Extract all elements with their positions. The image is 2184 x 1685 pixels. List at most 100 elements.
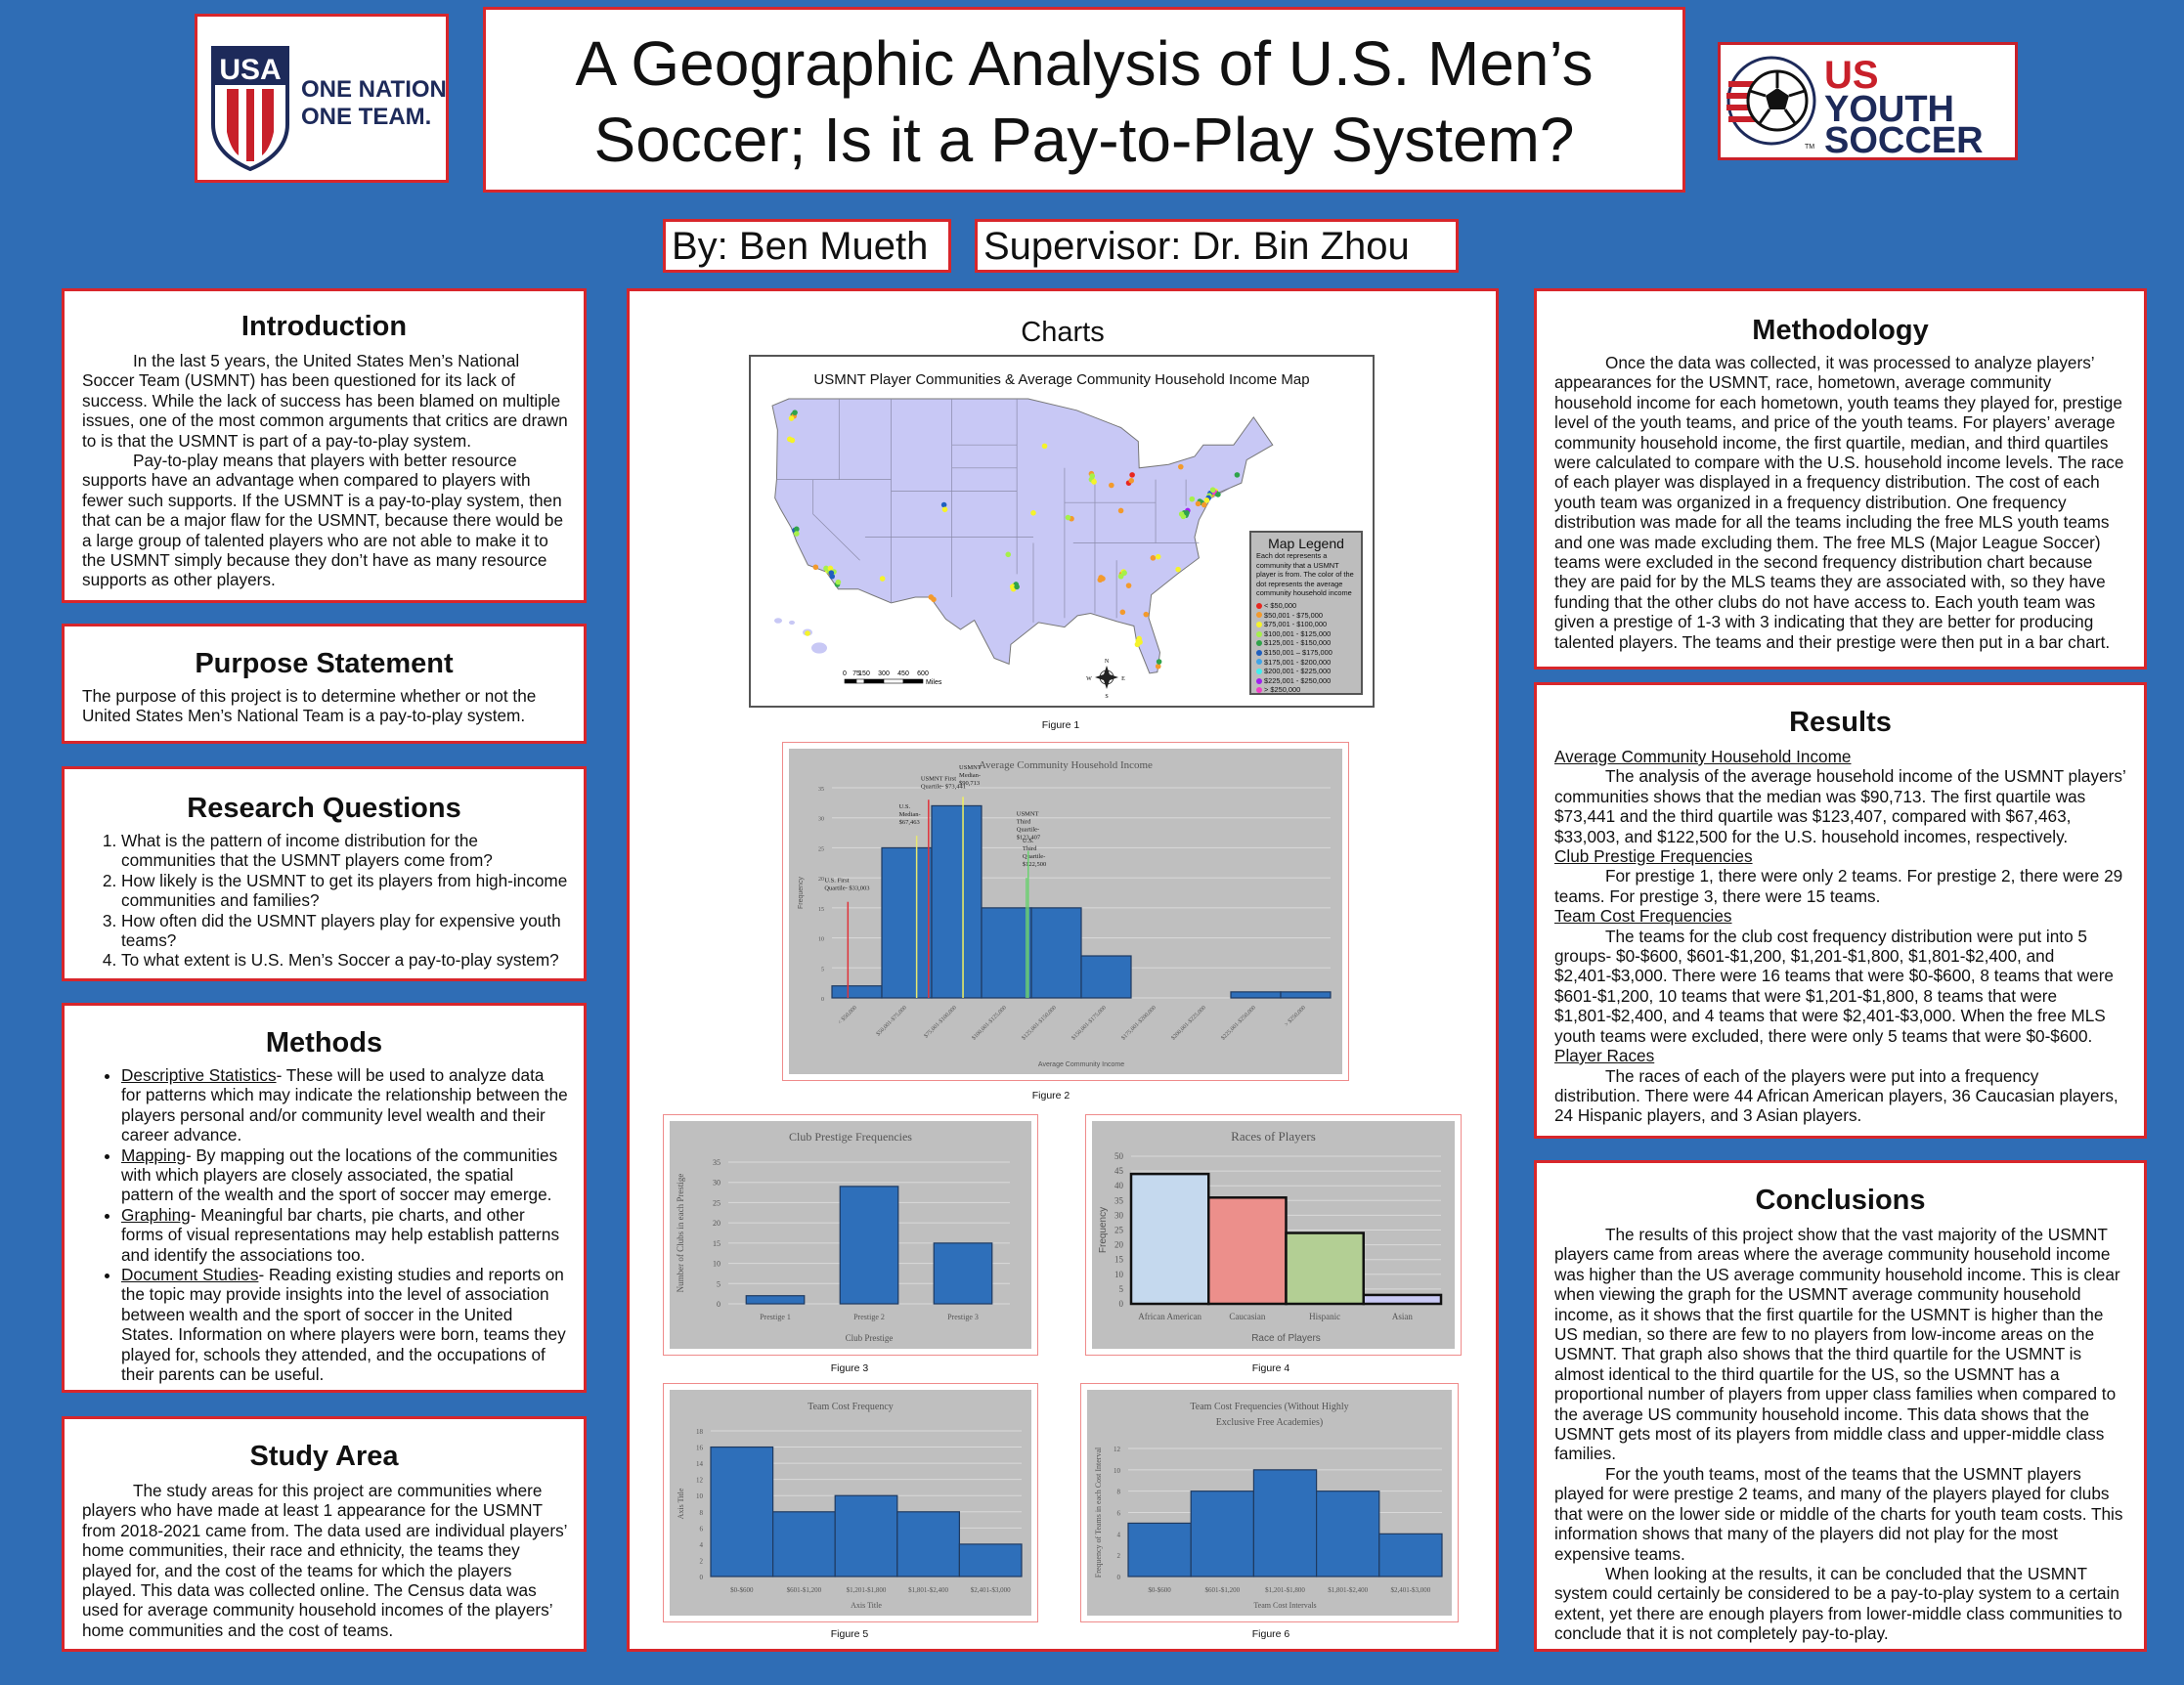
y-tick-label: 0 (717, 1300, 721, 1309)
chart-title: Exclusive Free Academies) (1216, 1417, 1323, 1428)
legend-label: $225,001 - $250,000 (1264, 675, 1332, 685)
figure-4-label: Figure 4 (1251, 1362, 1290, 1374)
player-community-dot (1143, 611, 1150, 618)
player-community-dot (1089, 473, 1096, 479)
author: By: Ben Mueth (672, 225, 929, 268)
x-tick-label: Asian (1392, 1312, 1413, 1321)
x-tick-label: $1,801-$2,400 (908, 1586, 948, 1594)
hawaii-island (811, 642, 827, 654)
scale-segment (902, 678, 924, 684)
legend-description: Each dot represents a community that a U… (1256, 551, 1354, 598)
player-community-dot (1128, 477, 1135, 484)
annotation-label: U.S. First (824, 878, 849, 885)
y-tick-label: 15 (818, 907, 824, 913)
player-community-dot (940, 501, 947, 508)
x-tick-label: Prestige 2 (853, 1313, 885, 1321)
y-tick-label: 30 (1114, 1210, 1124, 1220)
compass-s: S (1105, 694, 1108, 700)
results-section: Results Average Community Household Inco… (1534, 682, 2147, 1139)
player-community-dot (1184, 510, 1190, 516)
scale-tick: 600 (917, 670, 929, 677)
y-tick-label: 35 (1114, 1195, 1124, 1205)
legend-title: Map Legend (1268, 536, 1344, 551)
player-community-dot (828, 570, 835, 576)
legend-swatch (1256, 677, 1262, 684)
annotation-label: Quartile- (1017, 827, 1039, 834)
y-tick-label: 18 (696, 1428, 704, 1436)
bar (1230, 991, 1282, 999)
results-subheading: Player Races (1554, 1046, 1655, 1066)
annotation-label: USMNT (959, 764, 982, 771)
legend-swatch (1256, 659, 1262, 666)
x-tick-label: $125,001-$150,000 (1021, 1004, 1058, 1041)
player-community-dot (1065, 514, 1071, 521)
x-tick-label: $200,001-$225,000 (1170, 1004, 1207, 1041)
methods-list: Descriptive Statistics- These will be us… (82, 1065, 568, 1385)
player-community-dot (1121, 570, 1127, 576)
x-tick-label: $2,401-$3,000 (971, 1586, 1011, 1594)
results-text: The analysis of the average household in… (1554, 766, 2126, 846)
introduction-p1: In the last 5 years, the United States M… (82, 351, 568, 451)
research-questions-list: What is the pattern of income distributi… (82, 831, 568, 971)
legend-label: > $250,000 (1264, 685, 1301, 695)
study-area-section: Study Area The study areas for this proj… (62, 1416, 587, 1652)
methods-section: Methods Descriptive Statistics- These wi… (62, 1003, 587, 1393)
y-axis-label: Number of Clubs in each Prestige (676, 1174, 685, 1293)
chart-title: Club Prestige Frequencies (789, 1130, 912, 1144)
bar (1080, 955, 1132, 999)
chart-svg: Average Community Household Income 0 5 10 15… (789, 749, 1342, 1074)
method-term: Descriptive Statistics (121, 1065, 277, 1085)
bar (1252, 1469, 1318, 1577)
legend-item: $75,001 - $100,000 (1256, 620, 1356, 629)
player-community-dot (1203, 497, 1210, 503)
player-community-dot (1091, 479, 1097, 485)
player-community-dot (1030, 510, 1036, 516)
method-term: Mapping (121, 1145, 186, 1165)
x-tick-label: Hispanic (1309, 1312, 1340, 1321)
bar (839, 1186, 899, 1305)
annotation-label: USMNT (1017, 811, 1039, 818)
title-box: A Geographic Analysis of U.S. Men’s Socce… (483, 7, 1685, 193)
legend-item: $175,001 - $200,000 (1256, 658, 1356, 668)
research-heading: Research Questions (187, 793, 461, 824)
x-tick-label: > $250,000 (1284, 1004, 1307, 1027)
logo-tm: TM (1805, 144, 1814, 151)
youth-soccer-logo-box: US YOUTH SOCCER TM (1718, 42, 2018, 161)
study-area-text: The study areas for this project are com… (82, 1481, 567, 1640)
y-tick-label: 25 (1114, 1226, 1124, 1235)
y-tick-label: 25 (818, 846, 824, 852)
legend-item: $225,001 - $250,000 (1256, 676, 1356, 686)
annotation-label: Median- (959, 772, 981, 779)
player-community-dot (792, 410, 798, 415)
logo-youth-text: YOUTH (1824, 89, 1954, 130)
y-tick-label: 4 (1117, 1531, 1121, 1538)
player-community-dot (1117, 573, 1124, 580)
introduction-section: Introduction In the last 5 years, the Un… (62, 288, 587, 603)
method-item: Descriptive Statistics- These will be us… (121, 1065, 568, 1145)
results-subheading: Team Cost Frequencies (1554, 906, 1732, 927)
purpose-section: Purpose Statement The purpose of this pr… (62, 624, 587, 744)
chart-svg: Races of Players 0 5 10 15 20 25 30 35 40 45 50 Afri… (1092, 1121, 1455, 1349)
y-tick-label: 30 (713, 1179, 721, 1188)
player-community-dot (1155, 663, 1161, 670)
research-question: How often did the USMNT players play for… (121, 911, 568, 951)
legend-label: $175,001 - $200,000 (1264, 657, 1332, 667)
bar (981, 907, 1032, 999)
bar (771, 1511, 836, 1577)
player-community-dot (1150, 555, 1157, 561)
research-question: How likely is the USMNT to get its playe… (121, 871, 568, 911)
bar (933, 1242, 993, 1305)
legend-label: $150,001 – $175,000 (1264, 647, 1332, 657)
x-tick-label: $0-$600 (1148, 1586, 1171, 1594)
y-tick-label: 5 (717, 1279, 721, 1288)
scale-segment (844, 678, 857, 684)
chart-svg: Team Cost Frequencies (Without Highly Exc… (1087, 1390, 1452, 1616)
figure-1-label: Figure 1 (1041, 719, 1080, 731)
player-community-dot (789, 437, 796, 444)
y-tick-label: 15 (713, 1239, 721, 1248)
state-border (812, 479, 860, 561)
y-tick-label: 30 (818, 817, 824, 823)
scale-unit: Miles (926, 679, 942, 686)
bar (1190, 1491, 1254, 1577)
legend-swatch (1256, 630, 1262, 637)
